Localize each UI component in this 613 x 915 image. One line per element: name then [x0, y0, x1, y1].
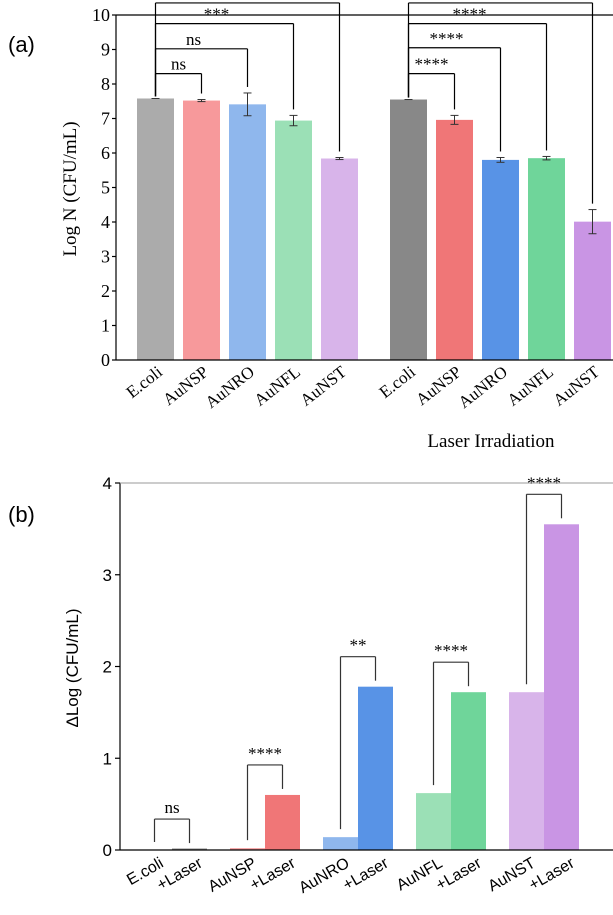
panel-a-y-tick-label: 3: [101, 247, 110, 267]
panel-b-y-tick-label: 2: [103, 658, 112, 677]
panel-b-x-tick-label: AuNST: [485, 855, 538, 896]
panel-a: (a) Log N (CFU/mL) Laser Irradiation nsn…: [8, 0, 613, 452]
panel-a-y-tick-label: 7: [101, 109, 110, 129]
panel-b-bar-aunro: [323, 837, 358, 850]
panel-a-bar-laser-aunsp: [436, 119, 473, 360]
panel-a-x-tick-label: AuNRO: [455, 362, 511, 412]
panel-a-y-tick-label: 2: [101, 281, 110, 301]
panel-b-bar-aunfl-laser: [451, 692, 486, 850]
panel-a-significance-label: ns: [171, 55, 186, 74]
panel-a-x-tick-label: AuNSP: [159, 362, 212, 409]
panel-a-y-tick-label: 6: [101, 143, 110, 163]
panel-a-significance-label: ****: [430, 29, 464, 48]
panel-a-bar-control-aunst: [321, 158, 358, 360]
panel-b-significance-label: ****: [434, 641, 468, 660]
panel-b: (b) ΔLog (CFU/mL) ns****** ******** 01234…: [8, 473, 613, 897]
panel-b-bar-aunfl: [416, 793, 451, 850]
panel-a-significance-label: ****: [415, 55, 449, 74]
panel-a-significance-label: ****: [453, 5, 487, 24]
panel-a-bar-laser-ecoli: [390, 99, 427, 361]
panel-b-x-tick-label: +Laser: [154, 854, 206, 894]
panel-a-y-tick-label: 8: [101, 74, 110, 94]
panel-a-x-tick-label: AuNST: [297, 362, 351, 410]
panel-a-y-tick-label: 9: [101, 40, 110, 60]
panel-a-y-tick-label: 10: [92, 5, 110, 25]
panel-b-bar-aunst-laser: [544, 524, 579, 850]
panel-b-bar-aunsp-laser: [265, 794, 300, 850]
panel-b-bar-aunro-laser: [358, 686, 393, 850]
panel-b-x-tick-label: AuNSP: [206, 855, 260, 896]
panel-a-significance-label: ns: [186, 30, 201, 49]
panel-b-y-tick-label: 4: [103, 474, 112, 493]
panel-a-y-tick-label: 4: [101, 212, 110, 232]
panel-a-y-axis-title: Log N (CFU/mL): [60, 121, 81, 256]
panel-b-x-tick-label: AuNRO: [296, 855, 352, 897]
panel-a-bar-laser-aunro: [482, 159, 519, 360]
panel-a-x-tick-label: AuNRO: [202, 362, 258, 412]
panel-b-significance-label: ns: [164, 798, 179, 817]
panel-a-significance-label: ****: [231, 0, 265, 3]
panel-a-x-tick-label: AuNFL: [504, 362, 557, 410]
panel-b-bar-aunsp: [230, 848, 265, 850]
panel-a-group-label: Laser Irradiation: [427, 431, 555, 452]
panel-a-significance-label: ***: [204, 5, 230, 24]
panel-a-x-tick-label: AuNST: [550, 362, 604, 410]
panel-b-y-axis-title: ΔLog (CFU/mL): [63, 608, 82, 727]
panel-b-bar-ecoli-laser: [172, 848, 207, 850]
panel-a-y-tick-label: 0: [101, 350, 110, 370]
panel-b-label: (b): [8, 502, 35, 527]
panel-b-significance-label: **: [350, 636, 367, 655]
panel-a-x-tick-label: AuNSP: [412, 362, 465, 409]
panel-a-bar-laser-aunfl: [528, 158, 565, 360]
panel-b-x-tick-label: +Laser: [340, 854, 392, 894]
panel-b-y-tick-label: 0: [103, 841, 112, 860]
panel-a-bar-control-aunro: [229, 104, 266, 360]
panel-a-label: (a): [8, 32, 35, 57]
panel-b-significance-label: ****: [248, 744, 282, 763]
panel-b-y-tick-label: 3: [103, 566, 112, 585]
panel-a-x-tick-label: AuNFL: [251, 362, 304, 410]
panel-b-x-tick-label: +Laser: [526, 854, 578, 894]
panel-a-bar-control-aunsp: [183, 100, 220, 360]
panel-a-bar-control-aunfl: [275, 120, 312, 360]
panel-b-bar-aunst: [509, 692, 544, 850]
panel-a-bar-laser-aunst: [574, 221, 611, 360]
panel-b-y-tick-label: 1: [103, 749, 112, 768]
panel-a-bar-control-ecoli: [137, 98, 174, 361]
panel-b-x-tick-label: +Laser: [433, 854, 485, 894]
panel-a-y-tick-label: 1: [101, 316, 110, 336]
panel-b-x-tick-label: +Laser: [247, 854, 299, 894]
panel-a-y-tick-label: 5: [101, 178, 110, 198]
panel-a-significance-label: ****: [484, 0, 518, 3]
